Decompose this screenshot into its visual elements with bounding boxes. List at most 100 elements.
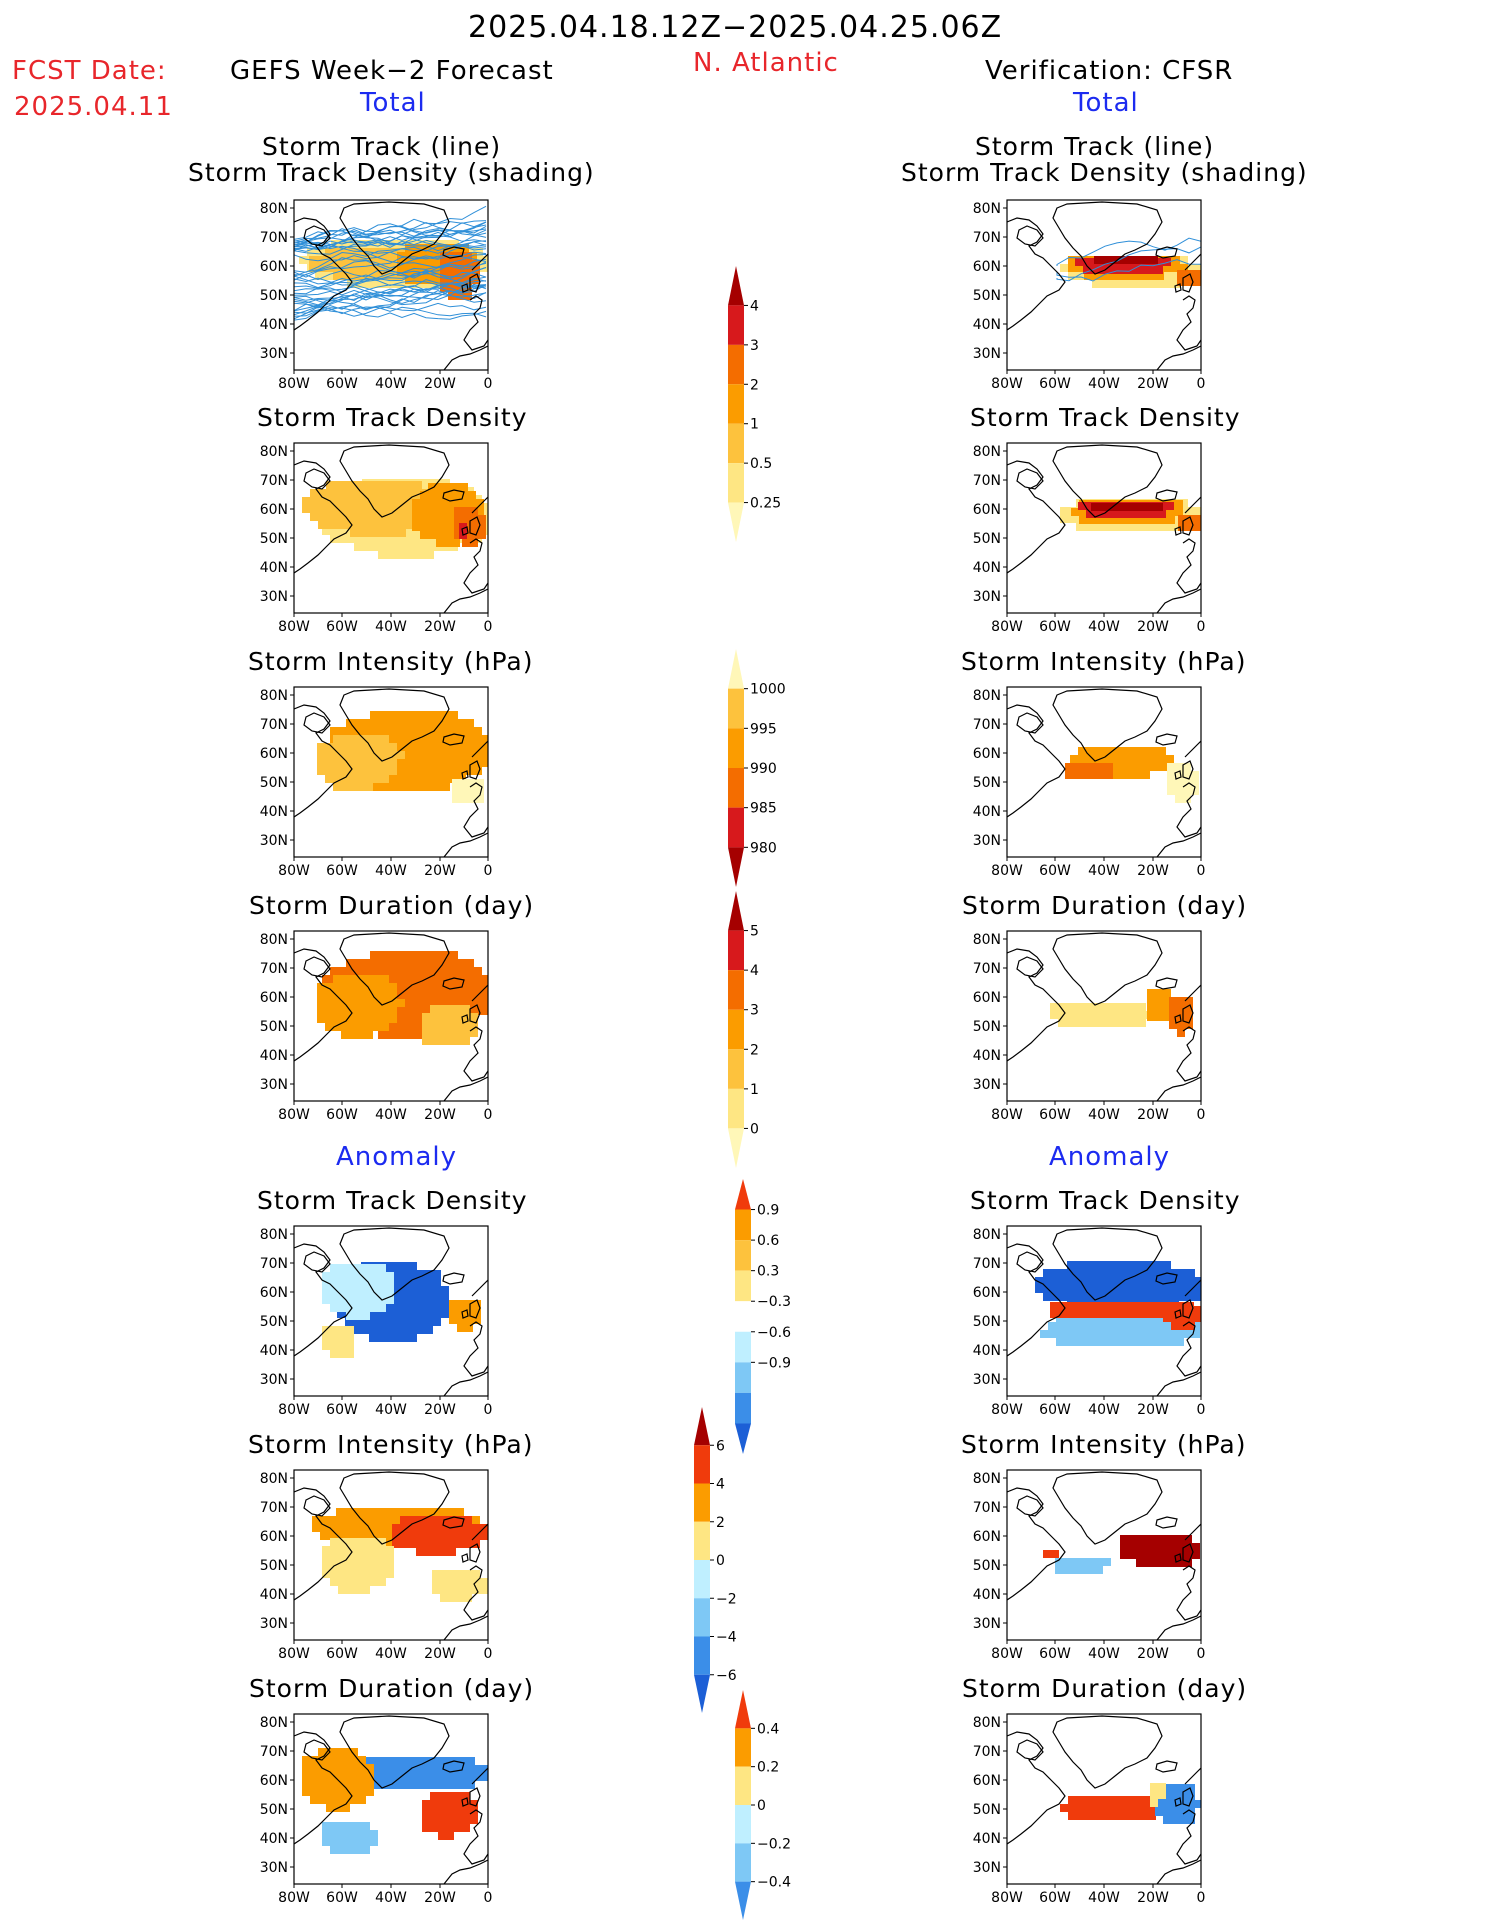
heatmap-cell (1108, 272, 1116, 280)
heatmap-cell (318, 505, 326, 513)
heatmap-cell (1186, 515, 1194, 523)
heatmap-cell (465, 1316, 473, 1324)
heatmap-cell (346, 1272, 354, 1280)
period-title: 2025.04.18.12Z−2025.04.25.06Z (468, 10, 1003, 45)
panel-title-obs-intensity: Storm Intensity (hPa) (961, 647, 1247, 676)
heatmap-cell (390, 497, 398, 505)
heatmap-cell (1066, 1003, 1074, 1011)
heatmap-cell (1171, 1792, 1179, 1800)
heatmap-cell (457, 1316, 465, 1324)
heatmap-cell (368, 1516, 376, 1524)
lon-tick-label: 80W (991, 1890, 1023, 1906)
heatmap-cell (464, 1578, 472, 1586)
heatmap-cell (1103, 516, 1111, 524)
lat-tick-label: 40N (973, 1831, 1001, 1847)
heatmap-cell (402, 1023, 410, 1031)
heatmap-cell (1100, 1812, 1108, 1820)
heatmap-cell (373, 735, 381, 743)
heatmap-cell (349, 975, 357, 983)
heatmap-cell (373, 767, 381, 775)
heatmap-cell (365, 256, 373, 264)
heatmap-cell (334, 1796, 342, 1804)
heatmap-cell (318, 1780, 326, 1788)
lat-tick-label: 30N (260, 1077, 288, 1093)
heatmap-cell (1179, 1808, 1187, 1816)
heatmap-cell (1180, 256, 1188, 264)
heatmap-cell (326, 1780, 334, 1788)
heatmap-cell (350, 1756, 358, 1764)
heatmap-cell (468, 499, 476, 507)
heatmap-cell (357, 775, 365, 783)
heatmap-cell (402, 775, 410, 783)
heatmap-cell (432, 1570, 440, 1578)
heatmap-cell (1138, 1011, 1146, 1019)
heatmap-cell (472, 1524, 480, 1532)
heatmap-cell (435, 1773, 443, 1781)
heatmap-cell (1096, 1322, 1104, 1330)
heatmap-cell (333, 999, 341, 1007)
heatmap-cell (427, 1773, 435, 1781)
heatmap-cell (1180, 264, 1188, 272)
lat-tick-label: 60N (260, 1529, 288, 1545)
heatmap-cell (1187, 1816, 1195, 1824)
heatmap-cell (469, 252, 477, 260)
heatmap-cell (440, 1508, 448, 1516)
heatmap-cell (1090, 1019, 1098, 1027)
heatmap-cell (1163, 1792, 1171, 1800)
lon-tick-label: 40W (1088, 1890, 1120, 1906)
storm-tracks (294, 205, 487, 321)
heatmap-cell (470, 1800, 478, 1808)
heatmap-cell (1102, 747, 1110, 755)
heatmap-cell (417, 1286, 425, 1294)
heatmap-cell (386, 543, 394, 551)
heatmap-cell (1108, 523, 1116, 531)
heatmap-cell (333, 759, 341, 767)
heatmap-cell (425, 1310, 433, 1318)
heatmap-cell (1163, 1285, 1171, 1293)
lat-tick-label: 40N (260, 1048, 288, 1064)
heatmap-cell (370, 959, 378, 967)
heatmap-cell (384, 1532, 392, 1540)
heatmap-cell (1185, 278, 1193, 286)
heatmap-cell (342, 497, 350, 505)
heatmap-cell (1152, 1543, 1160, 1551)
heatmap-cell (349, 983, 357, 991)
heatmap-cell (409, 1318, 417, 1326)
heatmap-cell (401, 1270, 409, 1278)
heatmap-cell (365, 1015, 373, 1023)
heatmap-cell (424, 1548, 432, 1556)
heatmap-cell (1074, 1302, 1082, 1310)
heatmap-cell (429, 276, 437, 284)
heatmap-cell (1155, 1277, 1163, 1285)
heatmap-cell (377, 1334, 385, 1342)
heatmap-cell (341, 1015, 349, 1023)
heatmap-cell (381, 751, 389, 759)
heatmap-cell (385, 1310, 393, 1318)
heatmap-cell (405, 260, 413, 268)
heatmap-cell (342, 1756, 350, 1764)
heatmap-cell (338, 1272, 346, 1280)
heatmap-cell (1124, 280, 1132, 288)
colorbar-label: 1 (750, 1082, 759, 1098)
heatmap-cell (1091, 503, 1099, 511)
heatmap-cell (1136, 1543, 1144, 1551)
lon-tick-label: 60W (326, 1646, 358, 1662)
heatmap-cell (478, 523, 486, 531)
heatmap-cell (401, 1326, 409, 1334)
heatmap-cell (459, 1781, 467, 1789)
heatmap-cell (333, 1023, 341, 1031)
heatmap-cell (377, 1318, 385, 1326)
heatmap-cell (345, 1318, 353, 1326)
heatmap-cell (362, 1846, 370, 1854)
heatmap-cell (1110, 771, 1118, 779)
heatmap-cell (1168, 1543, 1176, 1551)
heatmap-cell (1072, 1338, 1080, 1346)
heatmap-cell (1089, 763, 1097, 771)
heatmap-cell (358, 513, 366, 521)
heatmap-cell (454, 1824, 462, 1832)
heatmap-cell (1176, 1543, 1184, 1551)
heatmap-cell (417, 1318, 425, 1326)
heatmap-cell (349, 1031, 357, 1039)
heatmap-cell (474, 743, 482, 751)
heatmap-cell (1184, 1330, 1192, 1338)
